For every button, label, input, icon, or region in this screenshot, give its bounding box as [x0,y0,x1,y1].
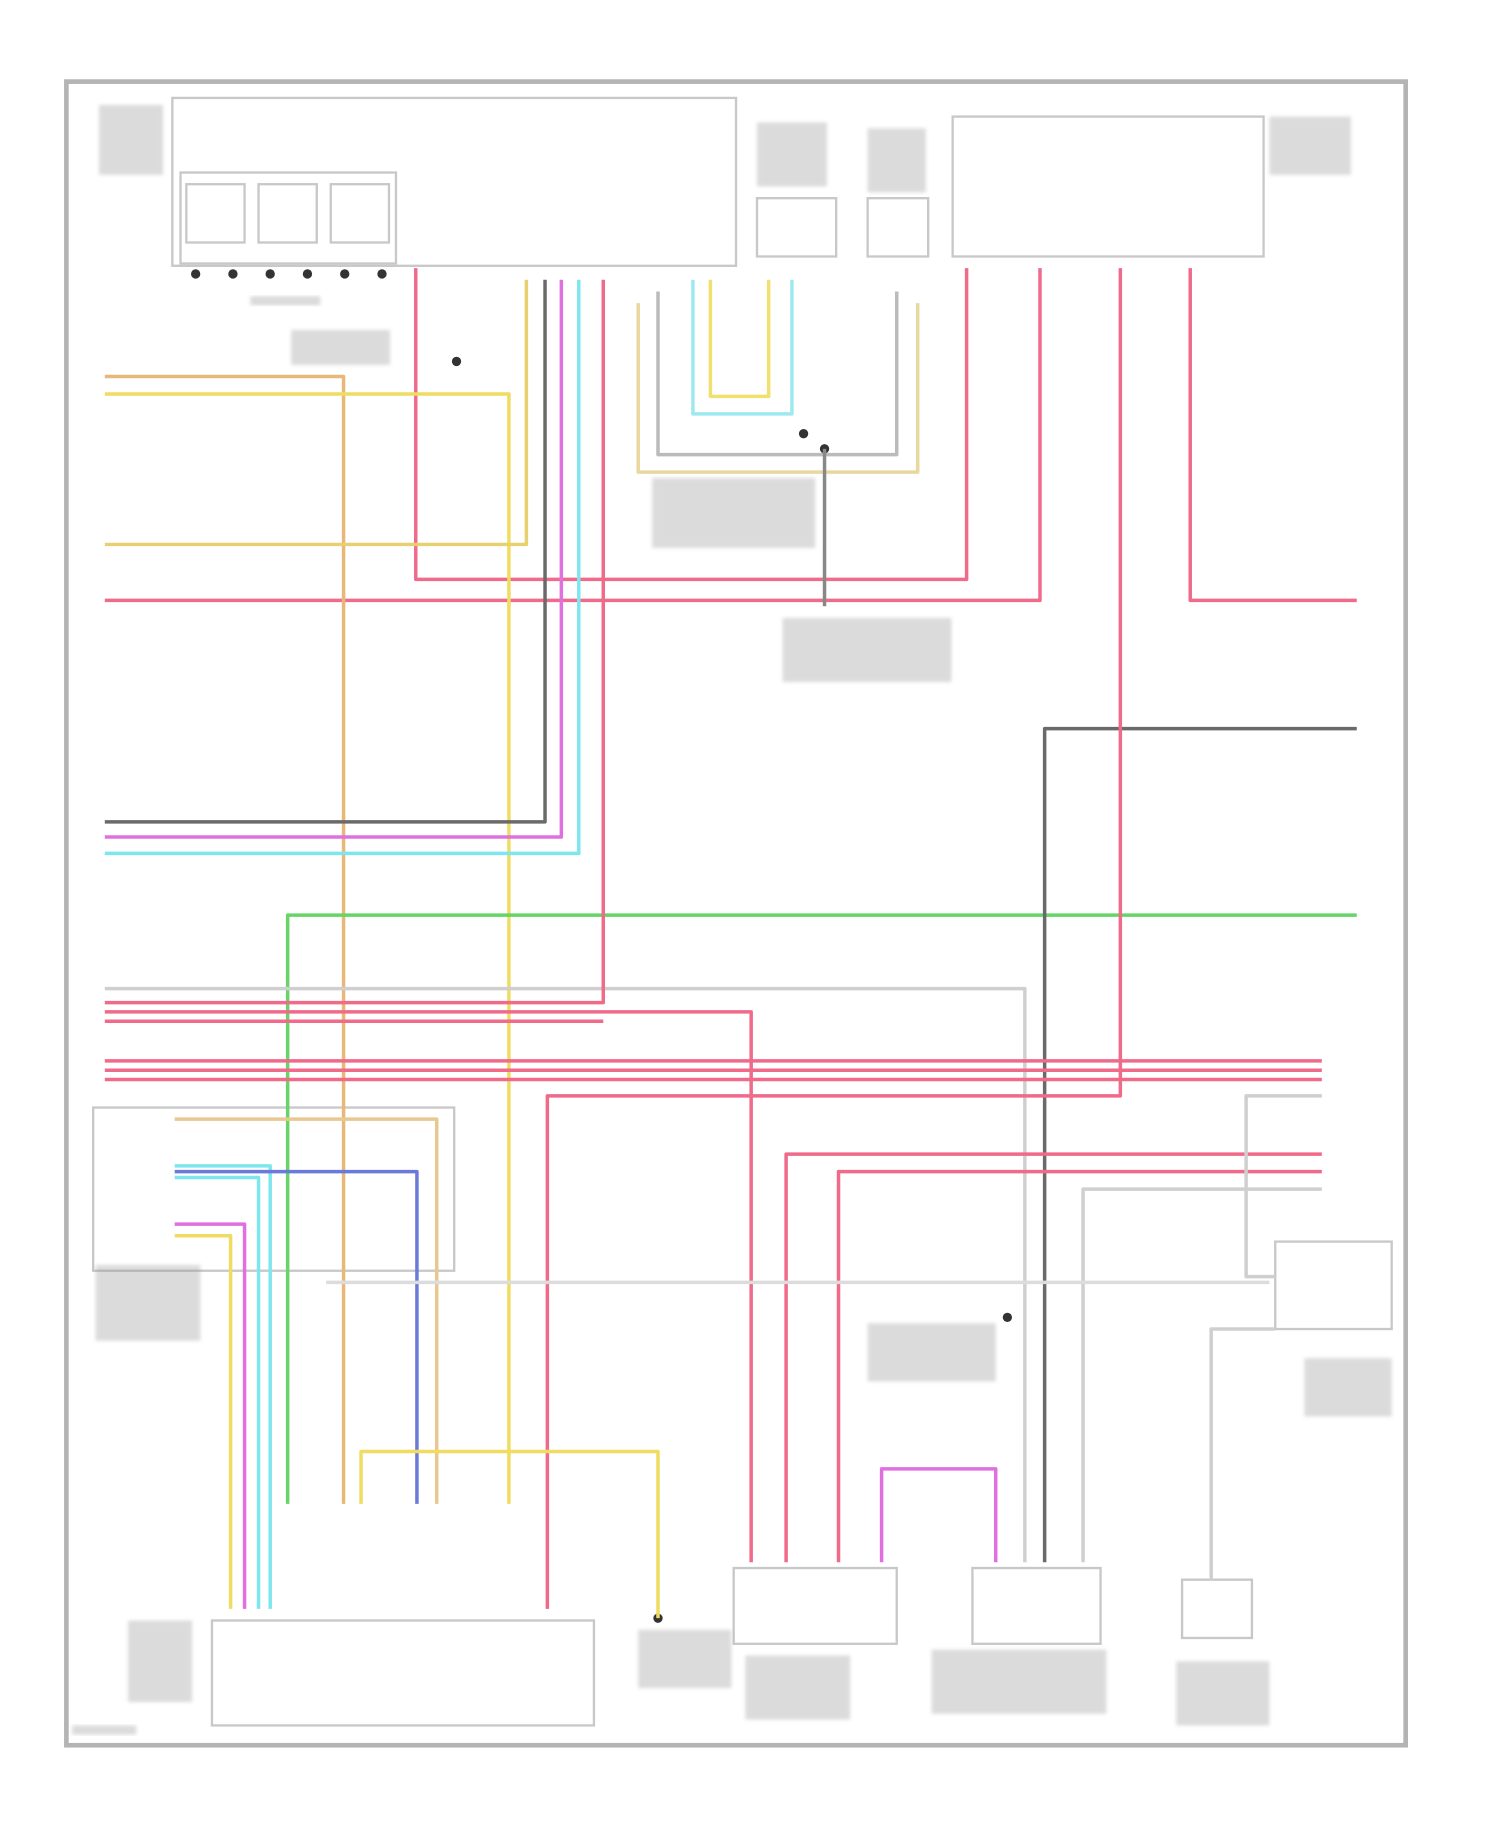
sensor-box-1 [755,197,838,258]
wire-light-gray-4 [1209,1327,1276,1580]
wire-pink-11 [784,1152,1322,1563]
diagram-border [64,79,1408,1748]
wire-tan-2 [174,1117,439,1504]
illegible-labels [72,104,1392,1735]
wire-blue-1 [174,1169,419,1504]
lamp-box [1180,1578,1254,1640]
relay-1 [185,183,246,244]
wires [104,268,1357,1619]
wire-light-gray-1 [104,986,1027,1563]
wire-violet-1 [104,279,564,839]
wire-pink-12 [836,1169,1322,1563]
wire-cyan-1 [104,279,581,856]
wire-cyan-3 [174,1175,261,1609]
components [92,96,1393,1727]
wire-violet-3 [879,1467,998,1563]
switch-box-right [1274,1240,1393,1331]
relay-box-left [732,1566,898,1645]
wire-pink-1 [414,268,969,582]
relay-3 [329,183,391,244]
wire-green-1 [285,913,1357,1504]
wire-gray-group [656,291,899,457]
wire-yellow-group [708,279,771,399]
wire-yellow-4 [359,1449,660,1619]
wire-pink-4 [104,279,606,1005]
wire-light-gray-3 [1081,1187,1322,1563]
fuse-block-box [951,115,1265,258]
lower-left-switch-box [92,1106,456,1272]
wire-yellow-1 [104,392,511,1504]
wire-pastel-group [636,303,920,474]
wire-pink-3 [1188,268,1357,603]
wire-tan-1 [104,374,346,1504]
relay-block [179,171,398,265]
relay-2 [257,183,318,244]
control-module-box [171,96,738,267]
wire-yellow-2 [104,279,529,547]
relay-box-right [971,1566,1102,1645]
wire-cyan-group [691,279,794,416]
wire-violet-2 [174,1222,247,1609]
sensor-box-2 [866,197,930,258]
wire-cyan-2 [174,1164,272,1609]
wire-dark-gray-2 [1042,726,1357,1563]
wire-pink-10 [545,268,1123,1609]
wire-light-gray-2 [1244,1094,1322,1279]
wire-pink-5 [104,1010,753,1563]
bottom-module-box [210,1619,596,1727]
wire-pink-2 [104,268,1042,603]
wire-dark-gray-1 [104,279,547,824]
wire-yellow-3 [174,1234,233,1609]
